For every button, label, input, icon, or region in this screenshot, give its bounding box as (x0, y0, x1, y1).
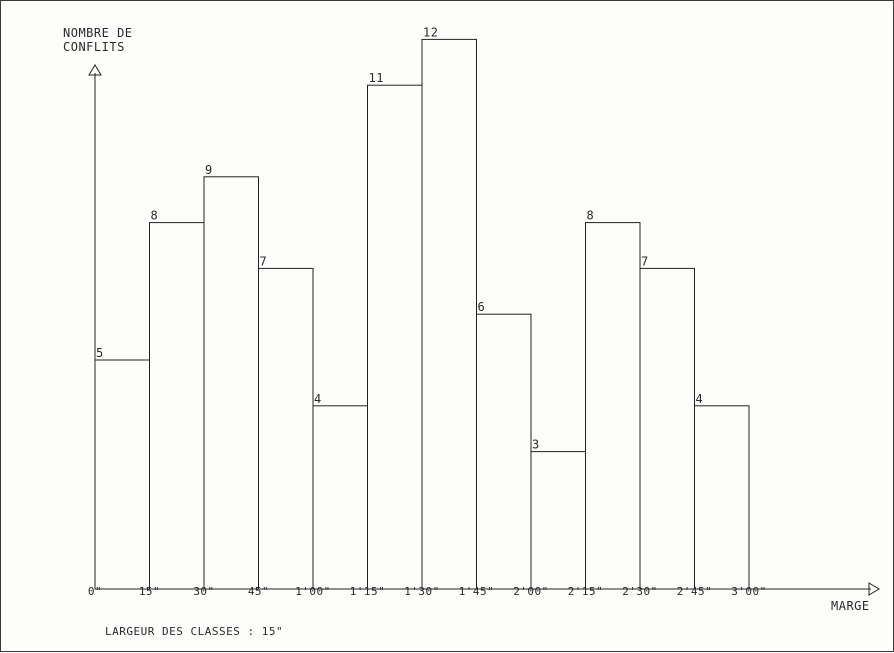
x-tick-label-3: 45" (248, 585, 269, 598)
bar-value-label-2: 8 (151, 209, 159, 223)
bar-3 (203, 176, 259, 590)
bar-1 (94, 359, 150, 590)
x-axis-label: MARGE (831, 599, 870, 613)
bar-value-label-1: 5 (96, 346, 104, 360)
x-tick-label-5: 1'15" (350, 585, 386, 598)
bar-10 (585, 222, 641, 590)
bar-5 (312, 405, 368, 590)
x-tick-label-1: 15" (139, 585, 160, 598)
bar-value-label-10: 8 (587, 209, 595, 223)
bar-value-label-5: 4 (314, 392, 322, 406)
bar-12 (694, 405, 750, 590)
y-axis-label-line2: CONFLITS (63, 40, 125, 54)
bar-value-label-12: 4 (696, 392, 704, 406)
x-tick-label-10: 2'30" (622, 585, 658, 598)
bar-value-label-3: 9 (205, 163, 213, 177)
bar-value-label-8: 6 (478, 300, 486, 314)
x-tick-label-6: 1'30" (404, 585, 440, 598)
bar-11 (639, 267, 695, 590)
x-tick-label-9: 2'15" (568, 585, 604, 598)
bar-value-label-11: 7 (641, 254, 649, 268)
x-axis-arrow-icon (868, 582, 880, 596)
class-width-note: LARGEUR DES CLASSES : 15" (105, 625, 283, 638)
x-tick-label-11: 2'45" (677, 585, 713, 598)
bar-value-label-9: 3 (532, 438, 540, 452)
x-tick-label-4: 1'00" (295, 585, 331, 598)
x-tick-label-2: 30" (193, 585, 214, 598)
x-tick-label-8: 2'00" (513, 585, 549, 598)
bar-4 (258, 267, 314, 590)
bar-9 (530, 451, 586, 590)
bar-value-label-4: 7 (260, 254, 268, 268)
y-axis-label-line1: NOMBRE DE (63, 26, 133, 40)
y-axis-arrow-icon (88, 64, 102, 76)
x-tick-label-7: 1'45" (459, 585, 495, 598)
bar-7 (421, 38, 477, 590)
x-tick-label-0: 0" (88, 585, 102, 598)
bar-8 (476, 313, 532, 590)
bar-6 (367, 84, 423, 590)
bar-value-label-6: 11 (369, 71, 384, 85)
bar-2 (149, 222, 205, 590)
x-tick-label-12: 3'00" (731, 585, 767, 598)
bar-value-label-7: 12 (423, 25, 438, 39)
